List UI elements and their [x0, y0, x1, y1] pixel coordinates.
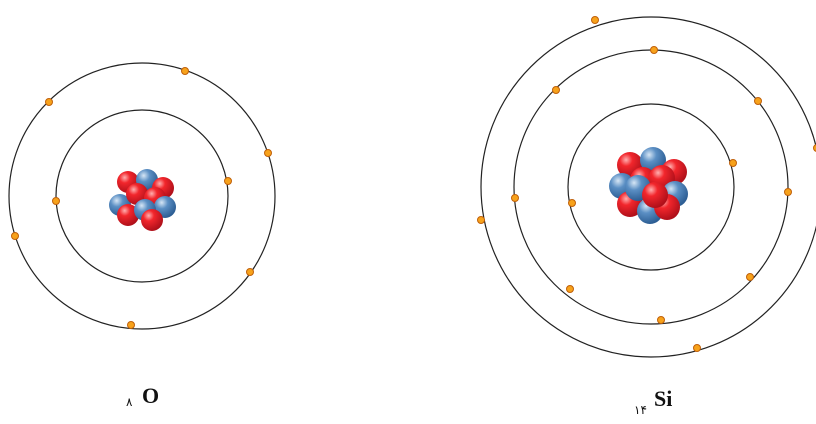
nucleus [109, 169, 176, 231]
element-symbol: Si [654, 386, 672, 411]
nucleus [609, 147, 688, 224]
electrons [11, 67, 272, 329]
element-symbol: O [142, 383, 159, 408]
orbit [8, 62, 276, 330]
orbit [567, 103, 735, 271]
atomic-number: ۱۴ [634, 403, 647, 417]
silicon-atom: ۱۴ Si [477, 16, 816, 417]
orbit [55, 109, 229, 283]
oxygen-atom: ۸ O [8, 62, 276, 409]
electrons [477, 16, 816, 352]
orbit [480, 16, 816, 358]
atomic-number: ۸ [126, 395, 133, 409]
